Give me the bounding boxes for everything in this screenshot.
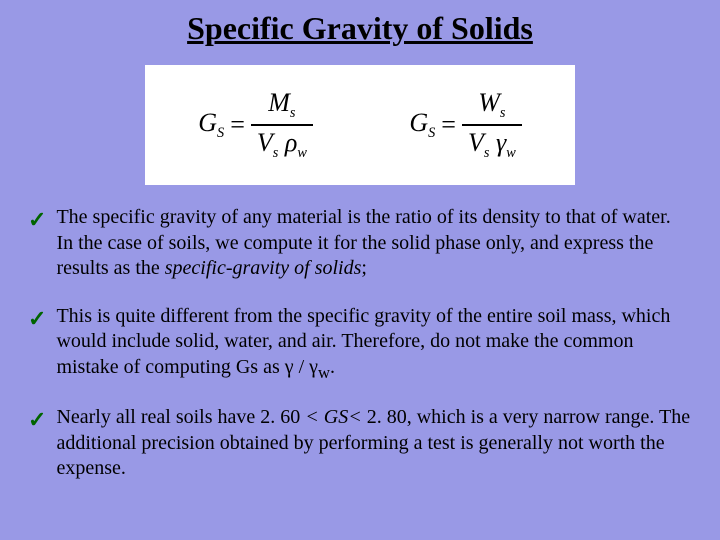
f2-num: W (478, 88, 500, 117)
bullet-3-text: Nearly all real soils have 2. 60 < GS< 2… (56, 405, 692, 482)
formula-2: GS = Ws Vs γw (409, 88, 521, 162)
f2-eq: = (441, 110, 456, 140)
f1-num-sub: s (290, 105, 296, 121)
f2-den-b: γ (496, 128, 506, 157)
bullet-list: ✓ The specific gravity of any material i… (20, 205, 700, 482)
f2-lhs: G (409, 108, 428, 137)
f1-den-a: V (257, 128, 273, 157)
f2-den-b-sub: w (506, 145, 516, 161)
slide-container: Specific Gravity of Solids GS = Ms Vs ρw… (0, 0, 720, 540)
b3-lt1: < (305, 406, 319, 428)
bullet-1-text: The specific gravity of any material is … (56, 205, 692, 282)
f1-frac: Ms Vs ρw (251, 88, 313, 162)
check-icon: ✓ (28, 206, 46, 234)
page-title: Specific Gravity of Solids (20, 10, 700, 47)
f1-den-b: ρ (285, 128, 297, 157)
f2-lhs-sub: S (428, 125, 435, 141)
f1-lhs: G (198, 108, 217, 137)
b3-mid: GS (319, 406, 348, 428)
list-item: ✓ Nearly all real soils have 2. 60 < GS<… (28, 405, 692, 482)
f2-frac: Ws Vs γw (462, 88, 522, 162)
f2-den-a-sub: s (484, 145, 490, 161)
f2-num-sub: s (500, 105, 506, 121)
b2-main: This is quite different from the specifi… (56, 305, 670, 378)
b2-post: . (330, 356, 335, 378)
list-item: ✓ This is quite different from the speci… (28, 304, 692, 384)
b1-em: specific-gravity of solids (165, 257, 362, 279)
b1-post: ; (361, 257, 367, 279)
b3-pre: Nearly all real soils have 2. 60 (56, 406, 305, 428)
check-icon: ✓ (28, 406, 46, 434)
formula-1: GS = Ms Vs ρw (198, 88, 313, 162)
check-icon: ✓ (28, 305, 46, 333)
f1-den-a-sub: s (273, 145, 279, 161)
f1-lhs-sub: S (217, 125, 224, 141)
formula-panel: GS = Ms Vs ρw GS = Ws Vs γw (145, 65, 575, 185)
bullet-2-text: This is quite different from the specifi… (56, 304, 692, 384)
b2-sub: w (318, 363, 330, 382)
list-item: ✓ The specific gravity of any material i… (28, 205, 692, 282)
f1-den-b-sub: w (297, 145, 307, 161)
f1-num: M (268, 88, 290, 117)
f1-eq: = (230, 110, 245, 140)
b3-lt2: < (348, 406, 362, 428)
f2-den-a: V (468, 128, 484, 157)
